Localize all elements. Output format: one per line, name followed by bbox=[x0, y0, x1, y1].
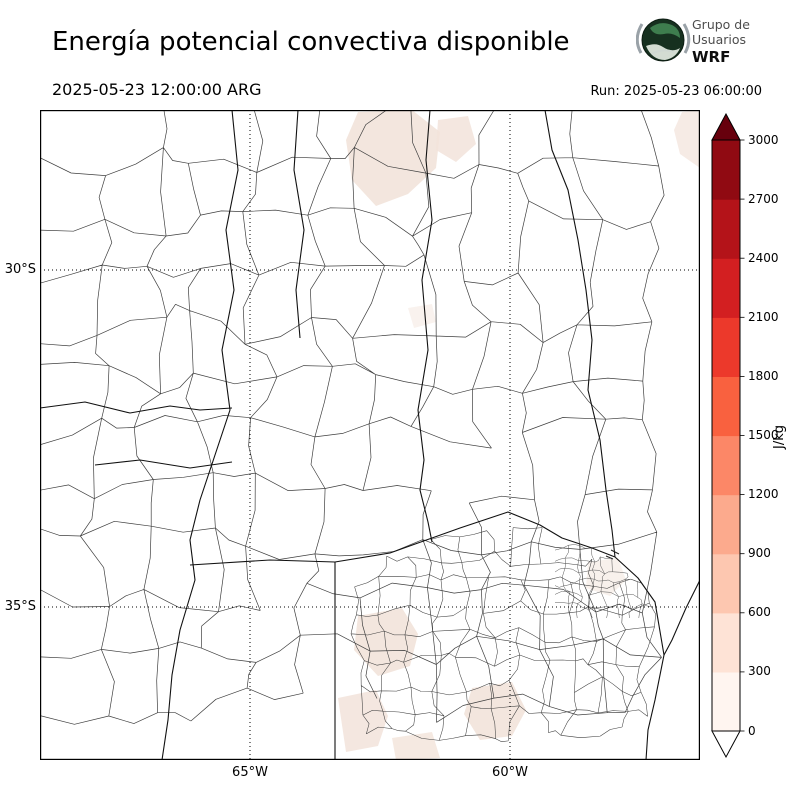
run-time-label: Run: 2025-05-23 06:00:00 bbox=[590, 84, 762, 99]
map-canvas bbox=[39, 109, 701, 761]
colorbar-tick-label: 1500 bbox=[748, 428, 779, 442]
colorbar-segments bbox=[712, 140, 740, 732]
lon-tick-60w: 60°W bbox=[492, 765, 528, 780]
logo-text-line1: Grupo de bbox=[692, 17, 750, 32]
colorbar-tick-label: 0 bbox=[748, 723, 756, 738]
colorbar-tick-label: 600 bbox=[748, 605, 771, 620]
colorbar-tick-marks bbox=[740, 139, 745, 732]
map-frame bbox=[40, 110, 700, 760]
lat-tick-30s: 30°S bbox=[4, 262, 36, 277]
wrf-logo: Grupo de Usuarios WRF bbox=[636, 14, 755, 66]
colorbar-tick-label: 1200 bbox=[748, 487, 779, 502]
globe-icon bbox=[636, 18, 691, 62]
colorbar-outline bbox=[711, 139, 741, 732]
logo-text-line2: Usuarios bbox=[692, 32, 746, 47]
river-delta-marks bbox=[605, 549, 620, 560]
colorbar-tick-label: 900 bbox=[748, 546, 771, 561]
colorbar-tick-label: 2700 bbox=[748, 191, 779, 206]
colorbar-tick-label: 2400 bbox=[748, 250, 779, 265]
cape-low-value-patches bbox=[338, 110, 700, 760]
map-panel bbox=[39, 109, 701, 761]
department-boundaries-buenos-aires bbox=[350, 527, 656, 742]
colorbar-tick-label: 3000 bbox=[748, 132, 779, 147]
colorbar bbox=[711, 113, 745, 759]
valid-time-label: 2025-05-23 12:00:00 ARG bbox=[52, 80, 262, 99]
lon-tick-65w: 65°W bbox=[232, 765, 268, 780]
logo-text-line3: WRF bbox=[692, 48, 730, 66]
lat-tick-35s: 35°S bbox=[4, 599, 36, 614]
page-title: Energía potencial convectiva disponible bbox=[52, 27, 570, 57]
colorbar-tick-label: 300 bbox=[748, 664, 771, 679]
svg-text:Grupo de Usuarios WRF: Grupo de Usuarios WRF bbox=[692, 14, 755, 66]
colorbar-arrow-top bbox=[711, 113, 741, 141]
colorbar-unit-label: J/kg bbox=[772, 425, 787, 449]
graticule-gridlines bbox=[40, 110, 700, 760]
colorbar-arrow-bottom bbox=[711, 730, 741, 759]
province-borders bbox=[39, 109, 701, 761]
colorbar-tick-label: 1800 bbox=[748, 368, 779, 383]
colorbar-tick-label: 2100 bbox=[748, 309, 779, 324]
